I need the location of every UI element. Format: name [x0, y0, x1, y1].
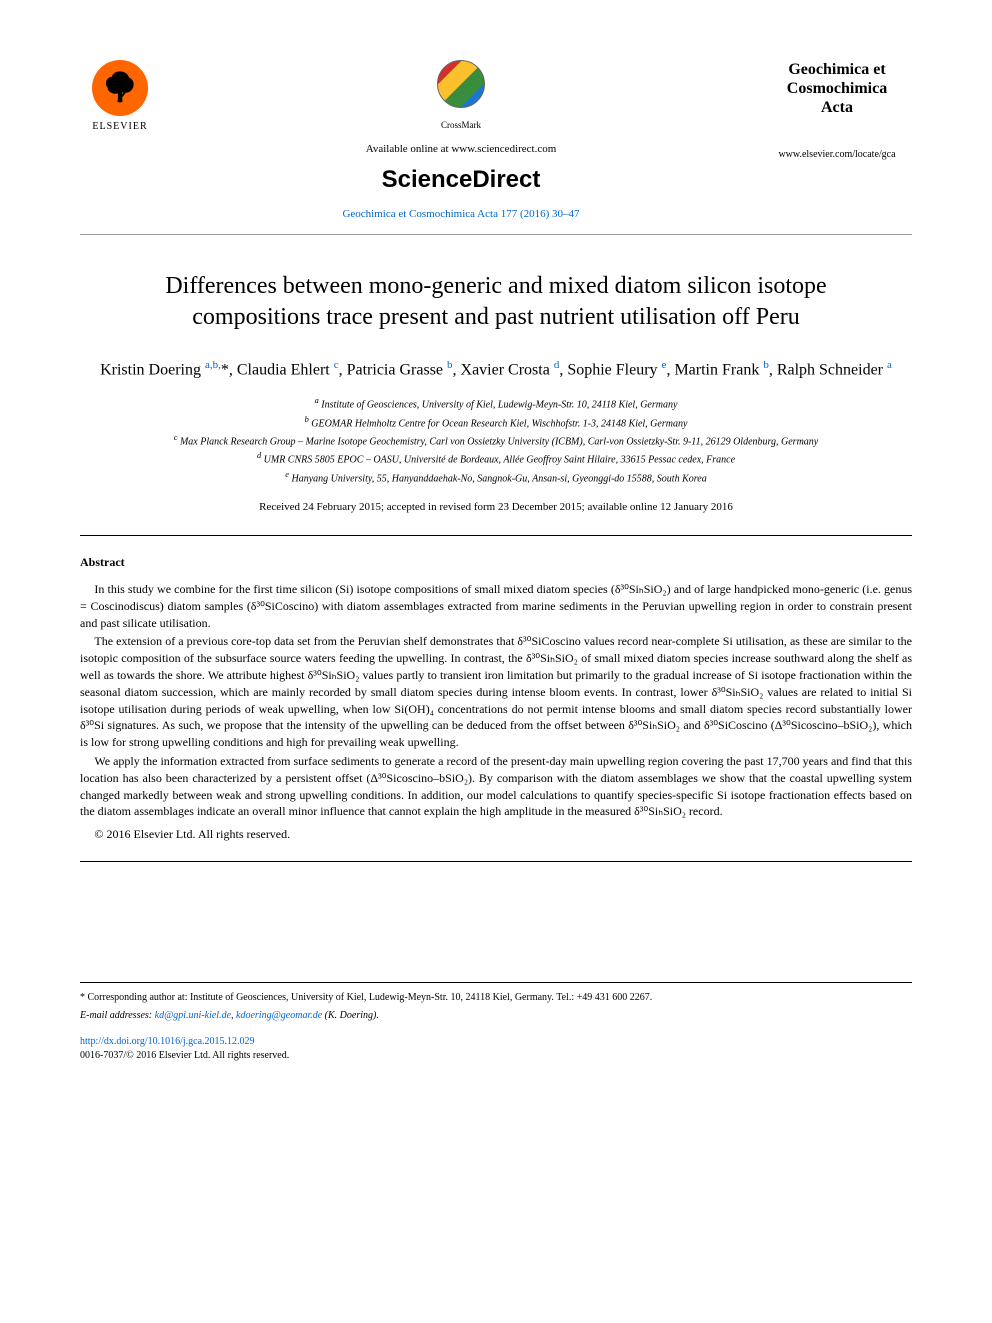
affiliations: a Institute of Geosciences, University o… — [80, 395, 912, 486]
affiliation-e: e Hanyang University, 55, Hanyanddaehak-… — [80, 469, 912, 486]
email-link-2[interactable]: kdoering@geomar.de — [236, 1010, 322, 1021]
affiliation-c-text: Max Planck Research Group – Marine Isoto… — [180, 436, 818, 447]
journal-header: ELSEVIER CrossMark Available online at w… — [80, 60, 912, 235]
email-link-1[interactable]: kd@gpi.uni-kiel.de — [155, 1010, 231, 1021]
crossmark-label: CrossMark — [180, 119, 742, 132]
journal-url[interactable]: www.elsevier.com/locate/gca — [762, 148, 912, 162]
page-footer: * Corresponding author at: Institute of … — [80, 982, 912, 1063]
corresponding-author: * Corresponding author at: Institute of … — [80, 991, 912, 1005]
affiliation-d: d UMR CNRS 5805 EPOC – OASU, Université … — [80, 450, 912, 467]
elsevier-tree-icon — [92, 60, 148, 116]
elsevier-label: ELSEVIER — [80, 120, 160, 134]
elsevier-logo: ELSEVIER — [80, 60, 160, 134]
sciencedirect-logo: ScienceDirect — [180, 163, 742, 197]
abstract-copyright: © 2016 Elsevier Ltd. All rights reserved… — [80, 826, 912, 843]
divider-top — [80, 535, 912, 536]
affiliation-e-text: Hanyang University, 55, Hanyanddaehak-No… — [291, 473, 706, 484]
crossmark-block[interactable]: CrossMark — [180, 60, 742, 132]
available-online-text: Available online at www.sciencedirect.co… — [180, 142, 742, 157]
author-list: Kristin Doering a,b,*, Claudia Ehlert c,… — [80, 358, 912, 382]
affiliation-b-text: GEOMAR Helmholtz Centre for Ocean Resear… — [311, 418, 687, 429]
email-label: E-mail addresses: — [80, 1010, 152, 1021]
abstract-section: Abstract In this study we combine for th… — [80, 554, 912, 843]
crossmark-icon — [437, 60, 485, 108]
journal-name: Geochimica et Cosmochimica Acta — [762, 60, 912, 118]
header-center: CrossMark Available online at www.scienc… — [160, 60, 762, 222]
article-title: Differences between mono-generic and mix… — [120, 271, 872, 333]
affiliation-b: b GEOMAR Helmholtz Centre for Ocean Rese… — [80, 414, 912, 431]
abstract-p3: We apply the information extracted from … — [80, 753, 912, 820]
email-line: E-mail addresses: kd@gpi.uni-kiel.de, kd… — [80, 1009, 912, 1023]
header-right: Geochimica et Cosmochimica Acta www.else… — [762, 60, 912, 162]
journal-name-line3: Acta — [821, 99, 853, 116]
citation-link[interactable]: Geochimica et Cosmochimica Acta 177 (201… — [180, 207, 742, 222]
affiliation-d-text: UMR CNRS 5805 EPOC – OASU, Université de… — [264, 455, 735, 466]
issn-line: 0016-7037/© 2016 Elsevier Ltd. All right… — [80, 1049, 912, 1063]
abstract-p2: The extension of a previous core-top dat… — [80, 633, 912, 751]
journal-name-line1: Geochimica et — [788, 61, 885, 78]
doi-link[interactable]: http://dx.doi.org/10.1016/j.gca.2015.12.… — [80, 1035, 912, 1049]
abstract-heading: Abstract — [80, 554, 912, 571]
divider-bottom — [80, 861, 912, 862]
affiliation-c: c Max Planck Research Group – Marine Iso… — [80, 432, 912, 449]
article-dates: Received 24 February 2015; accepted in r… — [80, 500, 912, 515]
affiliation-a-text: Institute of Geosciences, University of … — [321, 400, 677, 411]
affiliation-a: a Institute of Geosciences, University o… — [80, 395, 912, 412]
email-author: (K. Doering). — [325, 1010, 379, 1021]
journal-name-line2: Cosmochimica — [787, 80, 887, 97]
abstract-p1: In this study we combine for the first t… — [80, 581, 912, 631]
